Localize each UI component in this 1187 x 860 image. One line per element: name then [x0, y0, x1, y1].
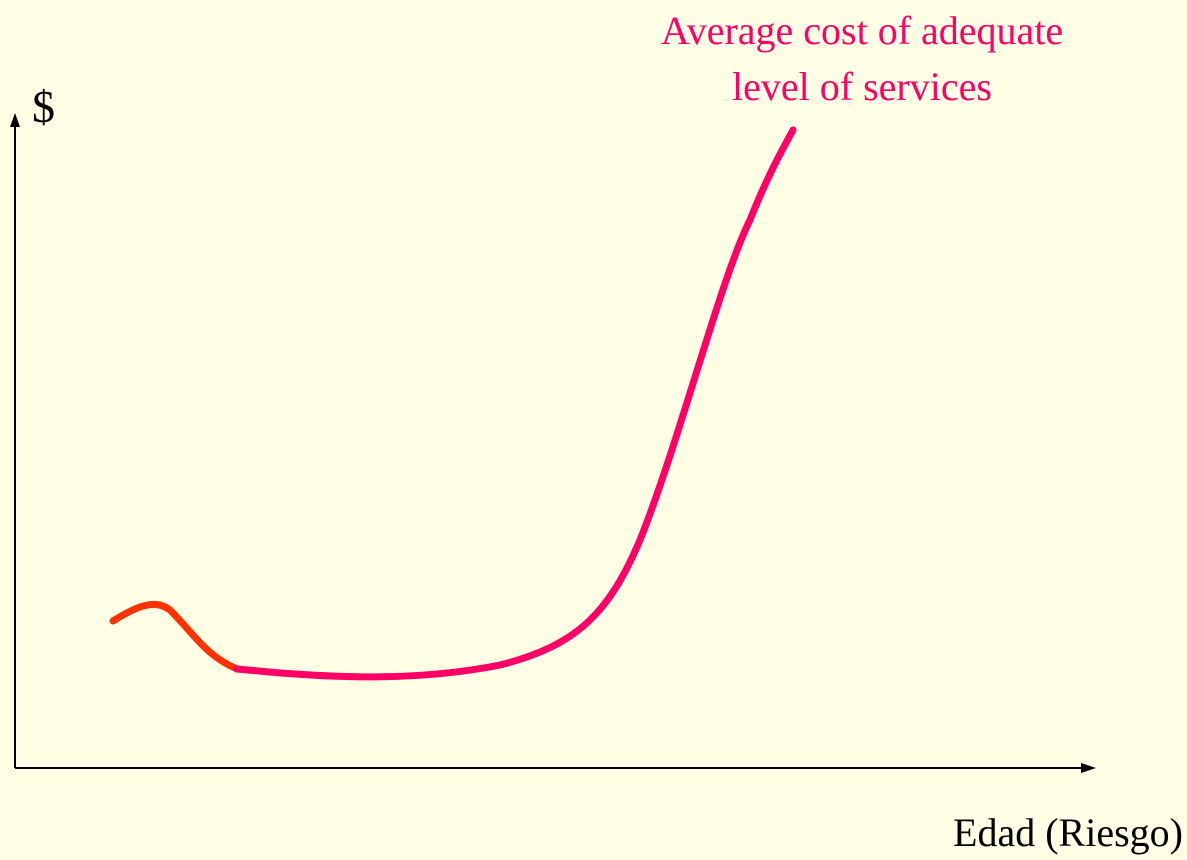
- y-axis-arrow: [10, 113, 20, 127]
- curve-label-line: Average cost of adequate: [661, 8, 1063, 53]
- curve-label-line: level of services: [732, 64, 992, 109]
- cost-curve: [233, 126, 797, 681]
- x-axis-label: Edad (Riesgo): [953, 810, 1183, 855]
- y-axis-label: $: [32, 81, 55, 132]
- x-axis-arrow: [1081, 763, 1096, 773]
- curve-early-segment: [109, 600, 241, 673]
